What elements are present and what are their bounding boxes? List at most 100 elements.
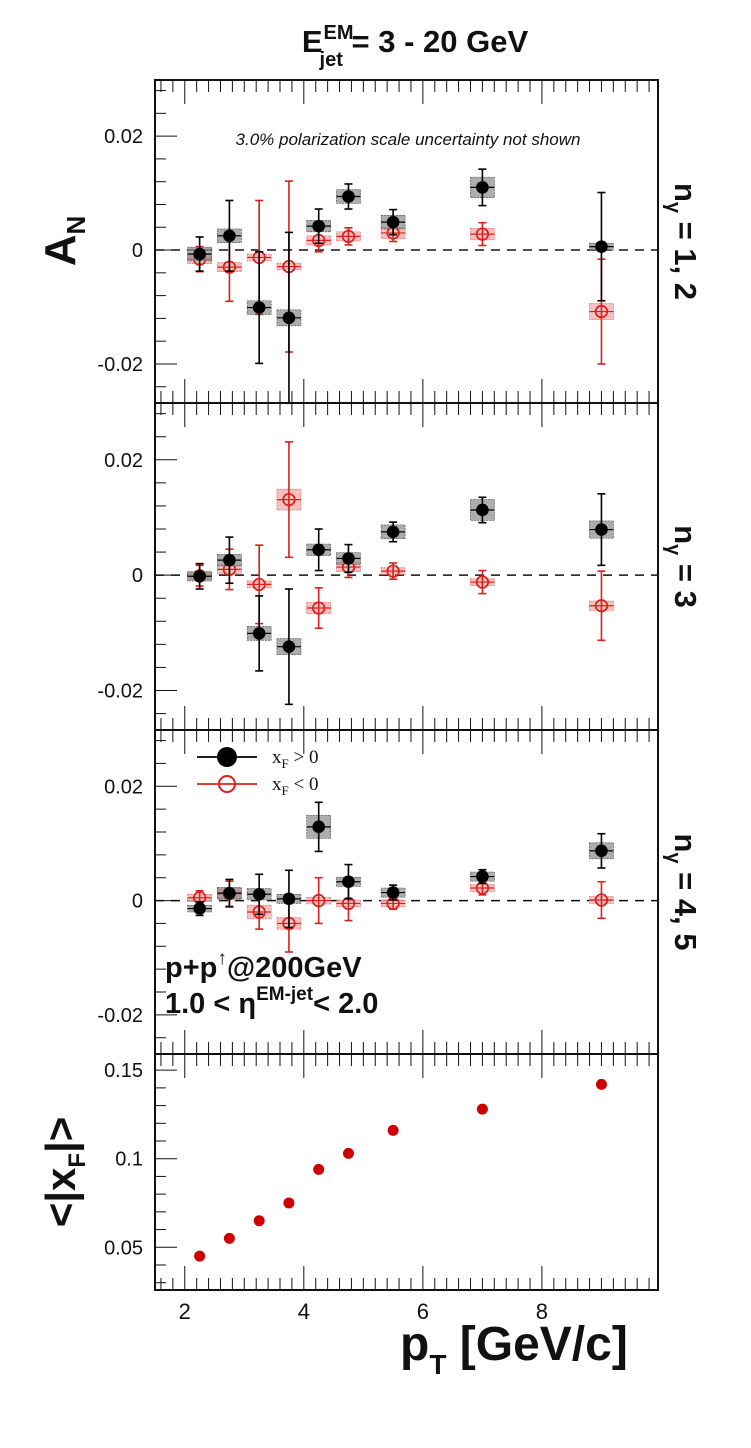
y-tick-label: -0.02 [97, 354, 143, 376]
title-sup: EM [324, 22, 354, 44]
y-tick-label: 0.15 [104, 1060, 143, 1082]
data-point [595, 240, 608, 253]
annotation-sup: ↑ [217, 948, 227, 969]
x-axis-title: pT [GeV/c] [400, 1318, 628, 1380]
y-axis-title-post: |> [37, 1117, 85, 1153]
panel-label-rest: = 3 [668, 555, 703, 608]
data-point [476, 870, 489, 883]
data-point [594, 893, 609, 907]
y-tick-label: 0.02 [104, 126, 143, 148]
scale-uncertainty-note: 3.0% polarization scale uncertainty not … [236, 130, 581, 149]
annotation-main: p+p [165, 952, 217, 984]
series-xf-positive [187, 168, 614, 405]
annotation-sup: EM-jet [256, 984, 314, 1005]
data-point [312, 601, 326, 615]
y-tick-label: 0 [132, 240, 143, 262]
y-axis-title-pre: <|x [37, 1167, 85, 1227]
panel-frame [154, 1053, 659, 1291]
annotation-rest: < 2.0 [313, 988, 378, 1020]
x-axis-title-rest: [GeV/c] [446, 1318, 627, 1371]
data-point [476, 181, 489, 194]
legend-label-rest: > 0 [289, 747, 319, 768]
annotation-line-2: 1.0 < ηEM-jet< 2.0 [165, 984, 378, 1020]
y-axis-title-main: A [36, 235, 85, 267]
x-axis-title-sub: T [429, 1349, 446, 1380]
data-point [341, 229, 356, 244]
annotation-rest: @200GeV [227, 952, 362, 984]
data-point [282, 311, 296, 325]
data-point [475, 227, 490, 241]
data-point [223, 553, 236, 567]
data-point [282, 892, 296, 906]
panel-label: nγ = 3 [662, 525, 703, 608]
legend-label: xF > 0 [272, 747, 318, 771]
legend-label-main: x [272, 774, 282, 795]
series-xf-positive [187, 801, 614, 929]
data-point [386, 215, 400, 229]
legend-label-sub: F [282, 756, 289, 771]
data-point [223, 229, 236, 243]
panel-label: nγ = 1, 2 [662, 183, 703, 300]
data-point [313, 1163, 325, 1175]
data-point [252, 577, 266, 592]
data-point [312, 820, 325, 834]
x-tick-label: 2 [179, 1299, 191, 1324]
data-point [283, 1197, 295, 1209]
panel-label-rest: = 4, 5 [668, 864, 703, 951]
panel-label-rest: = 1, 2 [668, 213, 703, 300]
data-point [223, 1232, 235, 1244]
data-point [193, 247, 206, 261]
y-tick-label: 0.1 [115, 1149, 143, 1171]
y-axis-title: <|xF|> [37, 1117, 91, 1228]
data-point [312, 543, 325, 557]
title-rest: = 3 - 20 GeV [343, 24, 529, 59]
legend-label-rest: < 0 [289, 774, 319, 795]
series-xf-negative [187, 180, 614, 365]
y-tick-label: 0.02 [104, 776, 143, 798]
data-point [252, 301, 266, 314]
data-point [252, 887, 266, 901]
data-point [312, 219, 325, 233]
data-point [342, 875, 355, 889]
panel-label-main: n [668, 525, 703, 544]
data-point [476, 1103, 488, 1115]
title-sub: jet [319, 49, 344, 71]
data-point [312, 893, 326, 908]
data-point [342, 552, 355, 565]
data-point [194, 1250, 206, 1262]
data-point [386, 564, 400, 578]
series-xf-negative [187, 441, 614, 642]
y-axis-title-sub: F [64, 1153, 91, 1168]
panel-1: -0.02 0 0.02 nγ = 1, 2 AN 3.0% polarization s… [36, 79, 703, 405]
panel-label-sub: γ [662, 202, 684, 214]
data-point [193, 570, 206, 583]
legend-entry-2: xF < 0 [197, 774, 318, 798]
panel-label-main: n [668, 183, 703, 202]
data-point [475, 575, 490, 589]
y-axis-title: AN [36, 216, 91, 267]
data-point [342, 1147, 354, 1159]
data-point [595, 1078, 607, 1090]
title-main: E [302, 24, 323, 59]
y-tick-label: 0.05 [104, 1237, 143, 1259]
x-axis-title-main: p [400, 1318, 429, 1371]
panel-2: -0.02 0 0.02 nγ = 3 [97, 402, 703, 731]
data-point [386, 525, 400, 539]
legend-label-sub: F [282, 783, 289, 798]
data-point [595, 844, 608, 858]
legend-marker [217, 747, 237, 767]
y-axis-title-sub: N [61, 216, 91, 235]
y-tick-label: 0.02 [104, 450, 143, 472]
data-point [342, 190, 355, 203]
data-point [252, 627, 266, 640]
panel-label-main: n [668, 833, 703, 852]
x-tick-label: 8 [536, 1299, 548, 1324]
y-tick-label: -0.02 [97, 681, 143, 703]
data-point [476, 503, 489, 517]
annotation-main: 1.0 < η [165, 988, 256, 1020]
data-point [282, 640, 296, 653]
panel-label: nγ = 4, 5 [662, 833, 703, 950]
